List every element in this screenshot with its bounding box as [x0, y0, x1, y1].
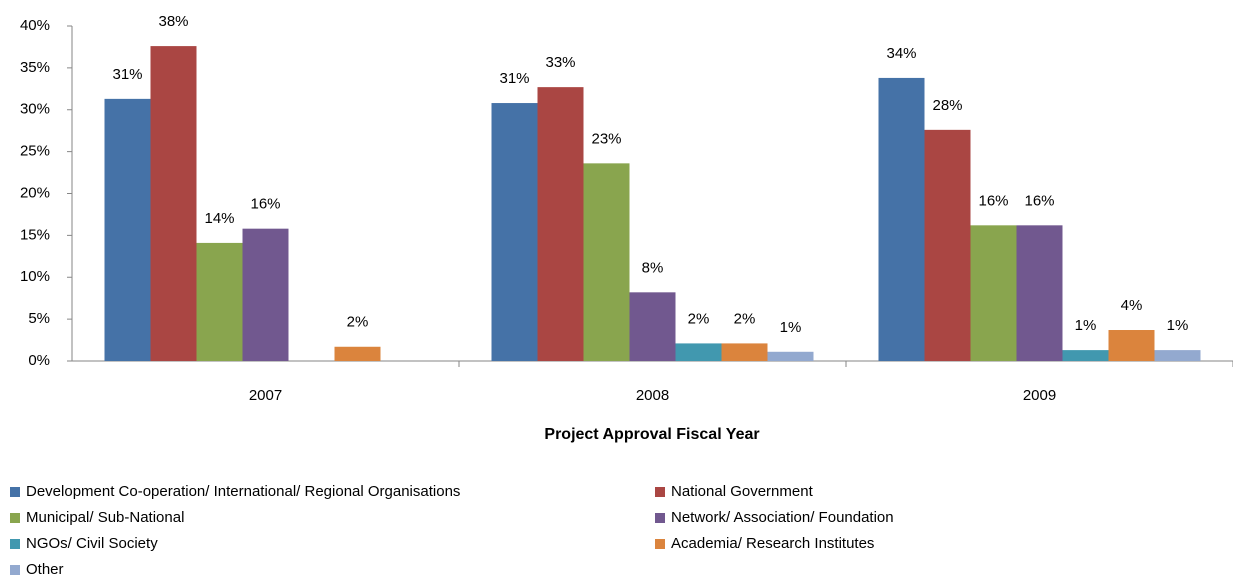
- legend-swatch: [10, 487, 20, 497]
- data-label: 1%: [1075, 317, 1097, 334]
- data-label: 31%: [112, 66, 142, 83]
- y-tick-label: 25%: [20, 143, 50, 160]
- bar: [334, 346, 381, 361]
- data-label: 2%: [347, 314, 369, 331]
- legend-label: National Government: [671, 483, 814, 500]
- x-tick-label: 2008: [636, 387, 669, 404]
- legend-label: NGOs/ Civil Society: [26, 535, 158, 552]
- bar: [970, 225, 1017, 361]
- bar: [629, 292, 676, 361]
- data-label: 2%: [688, 310, 710, 327]
- y-tick-label: 0%: [28, 352, 50, 369]
- bar: [537, 87, 584, 361]
- bar: [150, 46, 197, 361]
- y-tick-label: 20%: [20, 184, 50, 201]
- legend-swatch: [10, 565, 20, 575]
- data-label: 38%: [158, 13, 188, 30]
- data-label: 16%: [1024, 192, 1054, 209]
- legend-label: Municipal/ Sub-National: [26, 509, 184, 526]
- data-label: 2%: [734, 310, 756, 327]
- y-tick-label: 30%: [20, 101, 50, 118]
- data-label: 14%: [204, 210, 234, 227]
- legend-swatch: [655, 487, 665, 497]
- data-label: 33%: [545, 54, 575, 71]
- legend-swatch: [655, 539, 665, 549]
- legend-label: Academia/ Research Institutes: [671, 535, 874, 552]
- bar: [196, 242, 243, 361]
- data-label: 28%: [932, 97, 962, 114]
- y-tick-label: 10%: [20, 268, 50, 285]
- data-label: 1%: [1167, 317, 1189, 334]
- y-tick-label: 35%: [20, 59, 50, 76]
- bar: [242, 228, 289, 361]
- legend-label: Other: [26, 561, 64, 578]
- legend-swatch: [10, 539, 20, 549]
- x-axis-title: Project Approval Fiscal Year: [544, 426, 759, 443]
- bar: [878, 77, 925, 362]
- y-tick-label: 5%: [28, 310, 50, 327]
- data-label: 16%: [978, 192, 1008, 209]
- data-label: 1%: [780, 319, 802, 336]
- legend-swatch: [10, 513, 20, 523]
- bar: [104, 98, 151, 362]
- bar: [1016, 225, 1063, 361]
- x-tick-label: 2007: [249, 387, 282, 404]
- bar: [1108, 330, 1155, 361]
- bar: [491, 103, 538, 362]
- bar: [1154, 350, 1201, 361]
- bar: [721, 343, 768, 361]
- data-label: 31%: [499, 70, 529, 87]
- data-label: 34%: [886, 45, 916, 62]
- legend-label: Development Co-operation/ International/…: [26, 483, 460, 500]
- data-label: 8%: [642, 259, 664, 276]
- legend-swatch: [655, 513, 665, 523]
- bar: [675, 343, 722, 361]
- legend-label: Network/ Association/ Foundation: [671, 509, 894, 526]
- data-label: 4%: [1121, 297, 1143, 314]
- bar: [924, 129, 971, 361]
- bar: [1062, 350, 1109, 361]
- bar: [767, 351, 814, 361]
- y-tick-label: 40%: [20, 17, 50, 34]
- x-tick-label: 2009: [1023, 387, 1056, 404]
- data-label: 16%: [250, 196, 280, 213]
- bar: [583, 163, 630, 361]
- data-label: 23%: [591, 130, 621, 147]
- y-tick-label: 15%: [20, 226, 50, 243]
